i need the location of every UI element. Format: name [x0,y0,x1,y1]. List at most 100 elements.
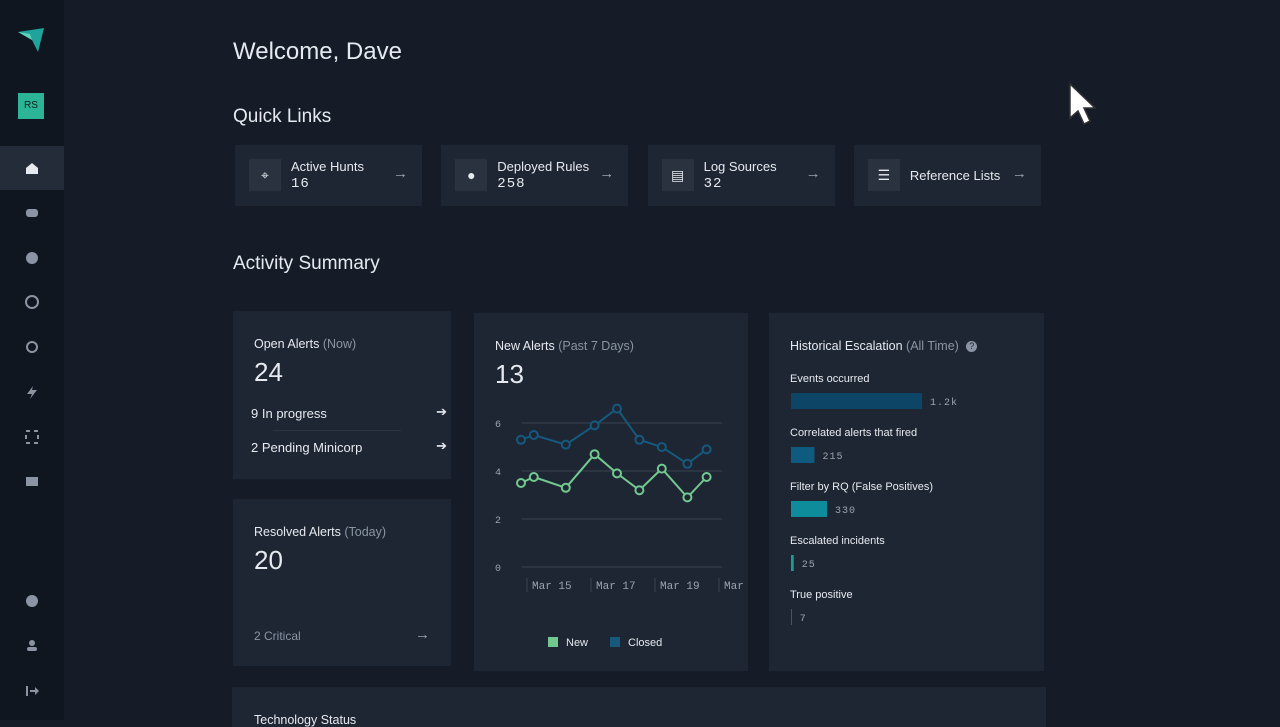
quick-link[interactable]: ▤ Log Sources 32 → [647,145,835,206]
point [682,492,693,503]
nav-icon[interactable] [26,686,28,696]
x-tick-label: Mar 15 [532,581,572,593]
point [701,444,712,455]
title: New Alerts [495,339,555,353]
quick-link-label: Reference Lists [909,168,1001,183]
point [528,472,539,482]
x-tick-label: Mar [724,581,744,593]
escalation-card: Historical Escalation (All Time) ? Event… [769,313,1044,671]
nav-icon[interactable] [26,341,38,353]
bar [791,447,815,463]
sidebar-icons [0,28,64,696]
legend-label: Closed [628,637,662,649]
nav-icon[interactable] [27,647,37,651]
new-alerts-card: New Alerts (Past 7 Days) 13 0 2 4 6 Mar 15 Ma… [474,313,748,671]
point [516,434,526,445]
cursor [1069,82,1097,126]
card-title: Historical Escalation (All Time) ? [790,339,978,353]
card-title: Open Alerts (Now) [254,337,356,351]
bar [791,501,828,517]
nav-icon[interactable] [25,295,39,309]
big-number: 20 [254,545,283,575]
home-icon[interactable] [26,163,38,174]
x-tick-label: Mar 17 [596,581,636,593]
qualifier: (Past 7 Days) [558,339,634,353]
big-number: 13 [495,359,524,389]
arrow: → [1011,165,1027,182]
point [589,449,600,460]
point [634,485,645,496]
qualifier: (Now) [322,337,357,351]
point [589,420,600,431]
welcome-heading: Welcome, Dave [233,38,402,65]
bar-chart: Events occurred 1.2k Correlated alerts tha… [790,373,958,625]
point [612,403,622,414]
alert-row[interactable]: 2 Pending Minicorp ➔ [251,438,447,455]
resolved-alerts-card: Resolved Alerts (Today) 20 2 Critical → [233,499,451,666]
bar-category: Events occurred [790,373,869,385]
count: 9 [251,406,259,421]
value-label: 330 [835,506,856,517]
card-title: Technology Status [254,713,357,727]
section-title: Activity Summary [233,253,380,274]
x-tick-label: Mar 19 [660,581,700,593]
arrow: ➔ [436,438,447,453]
y-tick-label: 6 [495,420,501,431]
label: Pending Minicorp [261,440,363,455]
line-chart: 0 2 4 6 Mar 15 Mar 17 Mar 19 Mar New Closed [495,403,744,649]
sidebar: RS [0,0,64,720]
nav-icon[interactable] [26,209,38,217]
divider [273,430,401,431]
quick-link[interactable]: ☰ Reference Lists → [853,145,1041,206]
bar-category: Filter by RQ (False Positives) [790,481,933,493]
nav-icon[interactable] [26,252,38,264]
quick-link-label: Deployed Rules [497,159,590,174]
technology-status-card: Technology Status [232,687,1046,727]
title: Open Alerts [254,337,320,351]
nav-icon[interactable] [27,386,37,399]
title: Historical Escalation [790,339,903,353]
point [612,468,622,479]
value-label: 25 [802,560,816,571]
quick-link-label: Log Sources [703,159,777,174]
nav-icon[interactable] [26,477,38,486]
legend-swatch [610,637,620,647]
title: Resolved Alerts [254,525,341,539]
quick-link[interactable]: ● Deployed Rules 258 → [441,145,629,206]
qualifier: (Today) [344,525,387,539]
label: 2 Critical [254,629,301,643]
bar-category: Escalated incidents [790,535,885,547]
point [701,472,712,482]
nav-icon[interactable] [29,640,35,646]
big-number: 24 [254,357,283,387]
value-label: 1.2k [930,397,958,409]
nav-icon[interactable] [26,595,38,607]
bar [791,609,792,625]
quick-link-icon: ☰ [867,159,900,191]
bar [791,555,794,571]
footer-link[interactable]: 2 Critical → [254,626,430,643]
quick-link-icon: ⌖ [249,159,281,191]
point [682,458,693,469]
quick-link[interactable]: ⌖ Active Hunts 16 → [235,145,422,206]
bar-category: True positive [790,589,853,601]
quick-link-icon: ● [455,159,488,191]
alert-row[interactable]: 9 In progress ➔ [251,404,447,421]
legend-label: New [566,637,588,649]
arrow: ➔ [436,404,447,419]
y-tick-label: 4 [495,468,501,479]
help-icon[interactable]: ? [966,341,978,353]
quick-link-icon: ▤ [661,159,694,191]
bar [791,393,922,409]
logo [18,28,44,52]
avatar[interactable]: RS [18,93,44,119]
logo-part [18,32,32,40]
quick-link-count: 258 [497,176,526,192]
label: In progress [261,406,327,421]
quick-link-count: 16 [291,176,310,192]
nav-icon[interactable] [30,687,39,695]
nav-icon[interactable] [25,430,39,444]
arrow: → [599,165,615,182]
quick-link-label: Active Hunts [291,159,364,174]
series-line [520,407,708,466]
